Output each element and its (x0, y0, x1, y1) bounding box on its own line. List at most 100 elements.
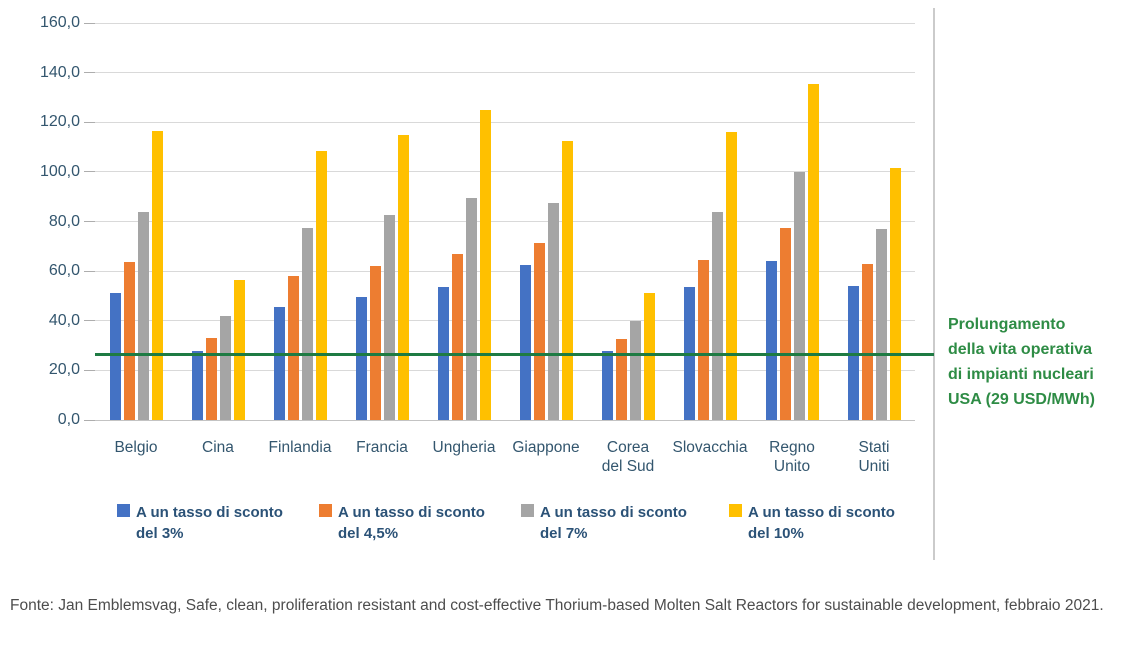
y-axis-tick-20 (84, 369, 95, 371)
x-label-belgio: Belgio (114, 439, 158, 456)
y-tick-label-140: 140,0 (39, 63, 80, 81)
bar-ungheria-tasso-10 (479, 109, 491, 420)
legend-label-tasso-4-5: A un tasso di sconto del 4,5% (338, 504, 485, 542)
bar-corea-del-sud-tasso-10 (643, 293, 655, 420)
bar-group-francia (341, 23, 423, 420)
bar-giappone-tasso-10 (561, 140, 573, 420)
source-note: Fonte: Jan Emblemsvag, Safe, clean, prol… (10, 597, 1104, 614)
y-axis-tick-120 (84, 121, 95, 123)
bar-cina-tasso-7 (219, 315, 231, 420)
bar-group-stati-uniti (833, 23, 915, 420)
bar-stati-uniti-tasso-7 (875, 228, 887, 420)
bar-group-slovacchia (669, 23, 751, 420)
legend-swatch-tasso-10 (729, 504, 742, 517)
x-label-ungheria: Ungheria (432, 439, 496, 456)
y-tick-label-120: 120,0 (39, 113, 80, 131)
gridline-160 (95, 22, 915, 24)
bar-group-belgio (95, 23, 177, 420)
y-axis-tick-0 (84, 419, 95, 421)
legend-swatch-tasso-4-5 (319, 504, 332, 517)
bar-group-giappone (505, 23, 587, 420)
bar-finlandia-tasso-7 (301, 227, 313, 420)
bar-belgio-tasso-4-5 (123, 262, 135, 420)
bar-francia-tasso-3 (355, 297, 367, 420)
y-tick-label-100: 100,0 (39, 162, 80, 180)
x-label-cina: Cina (202, 439, 234, 456)
legend-label-tasso-7: A un tasso di sconto del 7% (540, 504, 687, 542)
bar-francia-tasso-4-5 (369, 266, 381, 420)
bar-corea-del-sud-tasso-7 (629, 320, 641, 420)
legend-swatch-tasso-7 (521, 504, 534, 517)
gridline-20 (95, 369, 915, 371)
bar-group-ungheria (423, 23, 505, 420)
reference-line-label: Prolungamento della vita operativa di impi… (948, 316, 1095, 408)
gridline-60 (95, 270, 915, 272)
bar-belgio-tasso-10 (151, 130, 163, 420)
y-tick-label-20: 20,0 (48, 361, 80, 379)
y-axis-tick-100 (84, 171, 95, 173)
gridline-100 (95, 171, 915, 173)
bar-finlandia-tasso-4-5 (287, 276, 299, 420)
bar-finlandia-tasso-3 (273, 307, 285, 420)
x-label-francia: Francia (356, 439, 408, 456)
y-tick-label-60: 60,0 (48, 262, 80, 280)
gridline-140 (95, 72, 915, 74)
bar-giappone-tasso-3 (519, 264, 531, 420)
bar-slovacchia-tasso-10 (725, 132, 737, 420)
chart-right-border-line (933, 8, 935, 560)
bar-francia-tasso-10 (397, 134, 409, 420)
bar-slovacchia-tasso-7 (711, 211, 723, 420)
bar-cina-tasso-3 (191, 350, 203, 420)
bar-finlandia-tasso-10 (315, 150, 327, 420)
bar-group-regno-unito (751, 23, 833, 420)
bar-slovacchia-tasso-4-5 (697, 259, 709, 420)
bar-group-cina (177, 23, 259, 420)
y-tick-label-160: 160,0 (39, 14, 80, 31)
bar-stati-uniti-tasso-10 (889, 168, 901, 420)
bar-belgio-tasso-7 (137, 211, 149, 420)
y-axis-tick-160 (84, 22, 95, 24)
x-label-slovacchia: Slovacchia (672, 439, 748, 456)
reference-line (95, 352, 934, 356)
legend-item-tasso-10: A un tasso di sconto del 10% (729, 502, 895, 544)
bar-regno-unito-tasso-3 (765, 261, 777, 420)
legend-item-tasso-3: A un tasso di sconto del 3% (117, 502, 283, 544)
y-axis-tick-60 (84, 270, 95, 272)
gridline-120 (95, 121, 915, 123)
bar-belgio-tasso-3 (109, 293, 121, 420)
legend-item-tasso-7: A un tasso di sconto del 7% (521, 502, 687, 544)
x-label-corea-del-sud: Corea del Sud (601, 439, 655, 475)
bar-ungheria-tasso-7 (465, 197, 477, 420)
bar-corea-del-sud-tasso-4-5 (615, 339, 627, 420)
bar-giappone-tasso-7 (547, 202, 559, 420)
bar-regno-unito-tasso-4-5 (779, 227, 791, 420)
bar-regno-unito-tasso-7 (793, 171, 805, 420)
legend-item-tasso-4-5: A un tasso di sconto del 4,5% (319, 502, 485, 544)
bar-stati-uniti-tasso-4-5 (861, 263, 873, 420)
gridline-40 (95, 320, 915, 322)
bar-cina-tasso-4-5 (205, 338, 217, 420)
y-tick-label-80: 80,0 (48, 212, 80, 230)
x-label-regno-unito: Regno Unito (769, 439, 815, 475)
bar-giappone-tasso-4-5 (533, 242, 545, 420)
legend-swatch-tasso-3 (117, 504, 130, 517)
y-axis-tick-140 (84, 72, 95, 74)
y-axis-tick-40 (84, 320, 95, 322)
bar-cina-tasso-10 (233, 279, 245, 420)
legend-label-tasso-3: A un tasso di sconto del 3% (136, 504, 283, 542)
bar-corea-del-sud-tasso-3 (601, 350, 613, 420)
x-label-finlandia: Finlandia (268, 439, 332, 456)
x-label-giappone: Giappone (512, 439, 580, 456)
bar-ungheria-tasso-4-5 (451, 253, 463, 420)
x-label-stati-uniti: Stati Uniti (858, 439, 890, 475)
gridline-0 (95, 419, 915, 421)
legend-label-tasso-10: A un tasso di sconto del 10% (748, 504, 895, 542)
y-tick-label-0: 0,0 (57, 411, 80, 428)
gridline-80 (95, 221, 915, 222)
bar-regno-unito-tasso-10 (807, 83, 819, 420)
bar-group-corea-del-sud (587, 23, 669, 420)
y-tick-label-40: 40,0 (48, 311, 80, 329)
y-axis-tick-80 (84, 221, 95, 222)
bar-group-finlandia (259, 23, 341, 420)
